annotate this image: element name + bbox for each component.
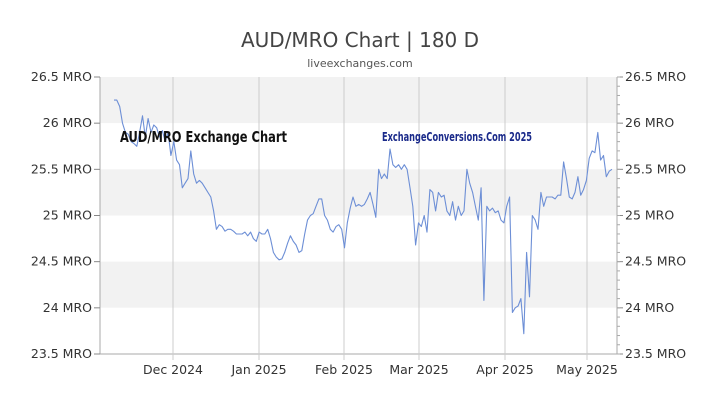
y-tick-label: 23.5 MRO bbox=[31, 346, 92, 361]
y-tick-label-right: 25.5 MRO bbox=[625, 161, 686, 176]
y-tick-label: 26 MRO bbox=[43, 115, 92, 130]
watermark-title: AUD/MRO Exchange Chart bbox=[120, 128, 287, 146]
series-line bbox=[114, 99, 613, 335]
y-axis-left: 26.5 MRO 26 MRO 25.5 MRO 25 MRO 24.5 MRO 24 M… bbox=[31, 69, 100, 361]
y-tick-label: 25 MRO bbox=[43, 208, 92, 223]
chart-subtitle: liveexchanges.com bbox=[307, 57, 412, 70]
grid-band bbox=[100, 215, 617, 262]
y-tick-label-right: 24.5 MRO bbox=[625, 254, 686, 269]
chart-title: AUD/MRO Chart | 180 D bbox=[241, 28, 479, 52]
y-tick-label: 24 MRO bbox=[43, 300, 92, 315]
watermark-site: ExchangeConversions.Com 2025 bbox=[382, 130, 532, 144]
y-tick-label-right: 26.5 MRO bbox=[625, 69, 686, 84]
y-tick-label: 26.5 MRO bbox=[31, 69, 92, 84]
y-tick-label-right: 25 MRO bbox=[625, 208, 674, 223]
grid-band bbox=[100, 169, 617, 216]
y-tick-label-right: 24 MRO bbox=[625, 300, 674, 315]
y-tick-label-right: 26 MRO bbox=[625, 115, 674, 130]
x-tick-label: Mar 2025 bbox=[389, 362, 448, 377]
x-tick-label: Apr 2025 bbox=[476, 362, 533, 377]
grid-band bbox=[100, 77, 617, 124]
grid-band bbox=[100, 307, 617, 354]
grid-band bbox=[100, 123, 617, 170]
x-tick-label: Feb 2025 bbox=[315, 362, 373, 377]
grid-bands bbox=[100, 77, 617, 354]
x-tick-label: Dec 2024 bbox=[143, 362, 203, 377]
y-tick-label-right: 23.5 MRO bbox=[625, 346, 686, 361]
series-group bbox=[114, 99, 613, 335]
x-tick-label: May 2025 bbox=[556, 362, 618, 377]
y-tick-label: 24.5 MRO bbox=[31, 254, 92, 269]
y-axis-right: 26.5 MRO 26 MRO 25.5 MRO 25 MRO 24.5 MRO 24 M… bbox=[617, 69, 686, 361]
grid-band bbox=[100, 261, 617, 308]
y-tick-label: 25.5 MRO bbox=[31, 161, 92, 176]
x-tick-label: Jan 2025 bbox=[230, 362, 286, 377]
x-axis: Dec 2024 Jan 2025 Feb 2025 Mar 2025 Apr 2025… bbox=[143, 77, 618, 377]
